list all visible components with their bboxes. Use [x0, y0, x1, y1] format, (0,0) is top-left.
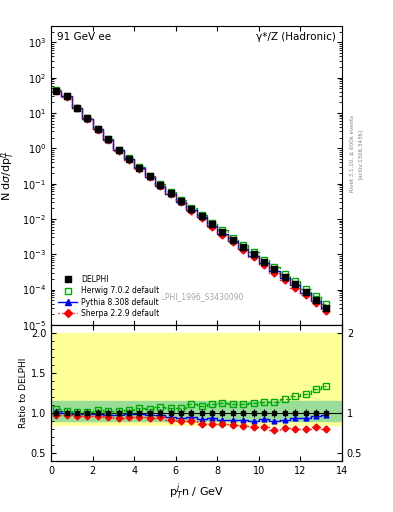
- Text: γ*/Z (Hadronic): γ*/Z (Hadronic): [256, 32, 336, 41]
- Y-axis label: N d$\sigma$/dp$_T^n$: N d$\sigma$/dp$_T^n$: [0, 150, 17, 201]
- Y-axis label: Ratio to DELPHI: Ratio to DELPHI: [19, 357, 28, 428]
- Text: Rivet 3.1.10, ≥ 600k events: Rivet 3.1.10, ≥ 600k events: [350, 115, 355, 192]
- X-axis label: p$_T^j$n / GeV: p$_T^j$n / GeV: [169, 481, 224, 502]
- Text: DELPHI_1996_S3430090: DELPHI_1996_S3430090: [150, 292, 243, 301]
- Text: [arXiv:1306.3436]: [arXiv:1306.3436]: [358, 129, 363, 179]
- Text: 91 GeV ee: 91 GeV ee: [57, 32, 111, 41]
- Bar: [51, 401, 342, 421]
- Legend: DELPHI, Herwig 7.0.2 default, Pythia 8.308 default, Sherpa 2.2.9 default: DELPHI, Herwig 7.0.2 default, Pythia 8.3…: [55, 272, 162, 321]
- Bar: [51, 333, 342, 425]
